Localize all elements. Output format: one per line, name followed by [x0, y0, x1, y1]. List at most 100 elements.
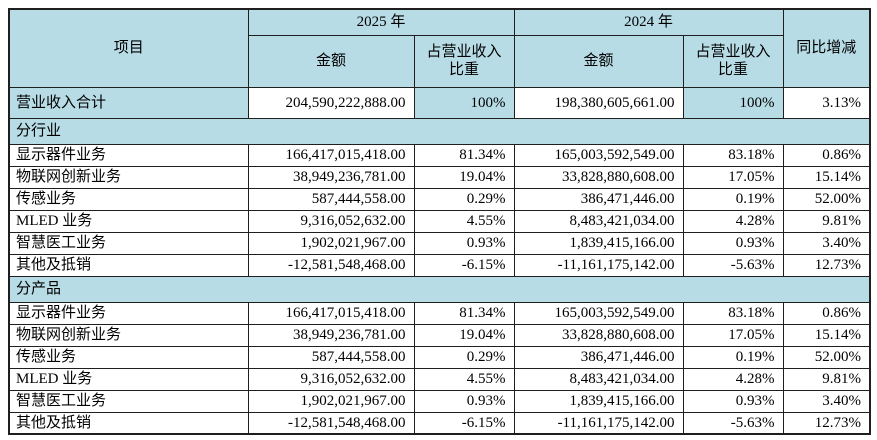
yoy-cell: 15.14%	[782, 323, 871, 347]
item-name-cell: 营业收入合计	[8, 86, 249, 119]
item-name-cell: 传感业务	[8, 187, 249, 211]
item-name-cell: MLED 业务	[8, 367, 249, 391]
ratio-2024-cell: 83.18%	[682, 143, 784, 167]
item-name-cell: 其他及抵销	[8, 253, 249, 277]
item-name-cell: 智慧医工业务	[8, 389, 249, 413]
table-row: 智慧医工业务 1,902,021,967.00 0.93% 1,839,415,…	[8, 231, 871, 255]
amount-header-2025: 金额	[247, 34, 415, 88]
amount-2025-cell: -12,581,548,468.00	[247, 253, 415, 277]
ratio-2024-cell: 4.28%	[682, 209, 784, 233]
amount-2024-cell: 198,380,605,661.00	[513, 86, 684, 119]
yoy-cell: 52.00%	[782, 345, 871, 369]
yoy-cell: 15.14%	[782, 165, 871, 189]
revenue-breakdown-table: 项目 2025 年 2024 年 同比增减 金额 占营业收入 比重 金额 占营业…	[8, 8, 872, 435]
amount-2024-cell: 165,003,592,549.00	[513, 143, 684, 167]
yoy-cell: 3.40%	[782, 231, 871, 255]
ratio-2024-cell: 100%	[682, 86, 784, 119]
table-row: 物联网创新业务 38,949,236,781.00 19.04% 33,828,…	[8, 165, 871, 189]
ratio-2024-cell: 83.18%	[682, 301, 784, 325]
ratio-2024-cell: 17.05%	[682, 165, 784, 189]
ratio-2024-cell: 17.05%	[682, 323, 784, 347]
item-name-cell: 物联网创新业务	[8, 323, 249, 347]
ratio-2025-cell: -6.15%	[413, 411, 515, 435]
ratio-2025-cell: 0.93%	[413, 389, 515, 413]
amount-2024-cell: 386,471,446.00	[513, 345, 684, 369]
table-row: 传感业务 587,444,558.00 0.29% 386,471,446.00…	[8, 345, 871, 369]
table-row: MLED 业务 9,316,052,632.00 4.55% 8,483,421…	[8, 367, 871, 391]
section-row-product: 分产品	[8, 275, 871, 303]
amount-2025-cell: -12,581,548,468.00	[247, 411, 415, 435]
table-row: 显示器件业务 166,417,015,418.00 81.34% 165,003…	[8, 301, 871, 325]
amount-2024-cell: -11,161,175,142.00	[513, 411, 684, 435]
amount-2024-cell: 386,471,446.00	[513, 187, 684, 211]
col-header-item: 项目	[8, 8, 249, 88]
yoy-cell: 9.81%	[782, 209, 871, 233]
table-row: 智慧医工业务 1,902,021,967.00 0.93% 1,839,415,…	[8, 389, 871, 413]
amount-2024-cell: 33,828,880,608.00	[513, 165, 684, 189]
total-revenue-row: 营业收入合计 204,590,222,888.00 100% 198,380,6…	[8, 86, 871, 119]
item-name-cell: 其他及抵销	[8, 411, 249, 435]
amount-2025-cell: 38,949,236,781.00	[247, 165, 415, 189]
amount-2025-cell: 1,902,021,967.00	[247, 231, 415, 255]
ratio-2024-cell: -5.63%	[682, 253, 784, 277]
ratio-2025-cell: 81.34%	[413, 301, 515, 325]
item-name-cell: 显示器件业务	[8, 143, 249, 167]
table-row: 物联网创新业务 38,949,236,781.00 19.04% 33,828,…	[8, 323, 871, 347]
amount-2025-cell: 9,316,052,632.00	[247, 209, 415, 233]
amount-2024-cell: 1,839,415,166.00	[513, 389, 684, 413]
amount-2025-cell: 204,590,222,888.00	[247, 86, 415, 119]
header-row-subcolumns: 金额 占营业收入 比重 金额 占营业收入 比重	[9, 34, 870, 88]
ratio-2024-cell: 0.93%	[682, 389, 784, 413]
ratio-2024-cell: 0.19%	[682, 187, 784, 211]
yoy-cell: 0.86%	[782, 143, 871, 167]
amount-2025-cell: 38,949,236,781.00	[247, 323, 415, 347]
revenue-report-table-wrap: 项目 2025 年 2024 年 同比增减 金额 占营业收入 比重 金额 占营业…	[8, 8, 872, 435]
table-row: 其他及抵销 -12,581,548,468.00 -6.15% -11,161,…	[8, 411, 871, 435]
ratio-2025-cell: 4.55%	[413, 209, 515, 233]
amount-2024-cell: 8,483,421,034.00	[513, 209, 684, 233]
ratio-2024-cell: -5.63%	[682, 411, 784, 435]
section-title: 分行业	[8, 117, 871, 145]
yoy-cell: 3.13%	[782, 86, 871, 119]
ratio-2025-cell: 0.29%	[413, 187, 515, 211]
table-row: 传感业务 587,444,558.00 0.29% 386,471,446.00…	[8, 187, 871, 211]
section-title: 分产品	[8, 275, 871, 303]
year-header-2024: 2024 年	[513, 8, 784, 36]
amount-2025-cell: 166,417,015,418.00	[247, 301, 415, 325]
ratio-2024-cell: 0.19%	[682, 345, 784, 369]
ratio-2024-cell: 4.28%	[682, 367, 784, 391]
amount-2024-cell: 1,839,415,166.00	[513, 231, 684, 255]
ratio-2025-cell: 4.55%	[413, 367, 515, 391]
amount-2025-cell: 587,444,558.00	[247, 187, 415, 211]
item-name-cell: 物联网创新业务	[8, 165, 249, 189]
amount-2024-cell: 33,828,880,608.00	[513, 323, 684, 347]
ratio-2025-cell: 19.04%	[413, 165, 515, 189]
ratio-2024-cell: 0.93%	[682, 231, 784, 255]
yoy-cell: 12.73%	[782, 411, 871, 435]
amount-2024-cell: 165,003,592,549.00	[513, 301, 684, 325]
ratio-2025-cell: 0.29%	[413, 345, 515, 369]
section-row-industry: 分行业	[8, 117, 871, 145]
amount-2025-cell: 166,417,015,418.00	[247, 143, 415, 167]
ratio-header-2024: 占营业收入 比重	[682, 34, 784, 88]
amount-header-2024: 金额	[513, 34, 684, 88]
table-row: 其他及抵销 -12,581,548,468.00 -6.15% -11,161,…	[8, 253, 871, 277]
yoy-cell: 0.86%	[782, 301, 871, 325]
amount-2025-cell: 1,902,021,967.00	[247, 389, 415, 413]
ratio-2025-cell: 81.34%	[413, 143, 515, 167]
ratio-2025-cell: 19.04%	[413, 323, 515, 347]
item-name-cell: 智慧医工业务	[8, 231, 249, 255]
table-row: 显示器件业务 166,417,015,418.00 81.34% 165,003…	[8, 143, 871, 167]
year-header-2025: 2025 年	[247, 8, 515, 36]
yoy-cell: 9.81%	[782, 367, 871, 391]
item-name-cell: 显示器件业务	[8, 301, 249, 325]
col-header-yoy: 同比增减	[782, 8, 871, 88]
yoy-cell: 52.00%	[782, 187, 871, 211]
item-name-cell: 传感业务	[8, 345, 249, 369]
ratio-2025-cell: 0.93%	[413, 231, 515, 255]
amount-2025-cell: 587,444,558.00	[247, 345, 415, 369]
table-row: MLED 业务 9,316,052,632.00 4.55% 8,483,421…	[8, 209, 871, 233]
ratio-2025-cell: -6.15%	[413, 253, 515, 277]
item-name-cell: MLED 业务	[8, 209, 249, 233]
yoy-cell: 12.73%	[782, 253, 871, 277]
